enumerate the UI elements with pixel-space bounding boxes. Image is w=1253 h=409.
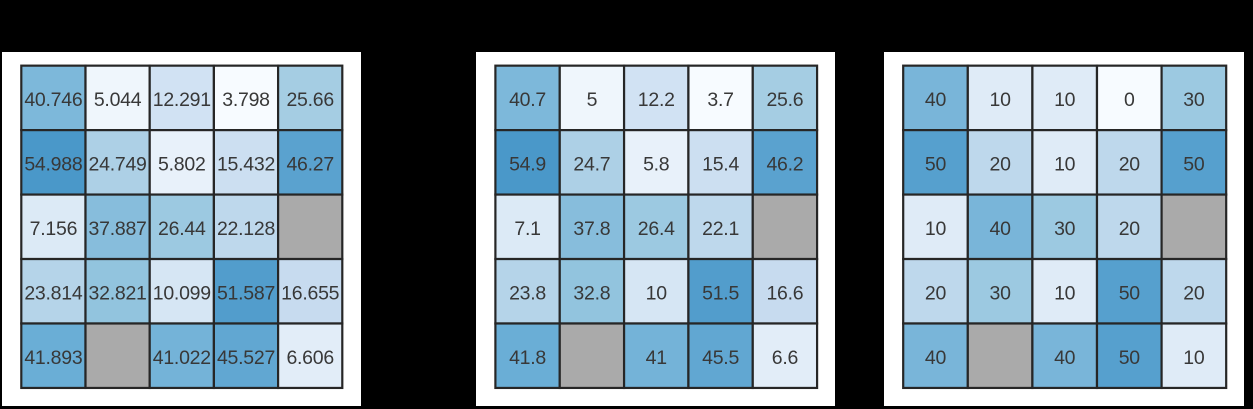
svg-text:20: 20	[1119, 154, 1141, 176]
svg-text:41.893: 41.893	[24, 347, 82, 369]
svg-text:46.27: 46.27	[286, 154, 334, 176]
svg-text:10: 10	[1054, 154, 1076, 176]
svg-text:7.1: 7.1	[514, 218, 540, 240]
svg-text:23.8: 23.8	[509, 283, 546, 305]
svg-text:54.988: 54.988	[24, 154, 82, 176]
svg-text:0: 0	[1124, 90, 1135, 112]
svg-text:40: 40	[925, 90, 947, 112]
svg-text:54.9: 54.9	[509, 154, 546, 176]
svg-text:24.7: 24.7	[573, 154, 610, 176]
svg-text:10.099: 10.099	[153, 283, 211, 305]
svg-text:46.2: 46.2	[766, 154, 803, 176]
svg-text:45.527: 45.527	[217, 347, 275, 369]
svg-text:41.8: 41.8	[509, 347, 546, 369]
svg-text:10: 10	[645, 283, 667, 305]
svg-text:37.887: 37.887	[89, 218, 147, 240]
svg-text:16.6: 16.6	[766, 283, 803, 305]
svg-text:10: 10	[1183, 347, 1205, 369]
svg-text:25.6: 25.6	[766, 90, 803, 112]
svg-text:22.128: 22.128	[217, 218, 275, 240]
svg-text:20: 20	[925, 283, 947, 305]
svg-text:41: 41	[645, 347, 666, 369]
svg-text:3.798: 3.798	[222, 90, 270, 112]
svg-text:5: 5	[586, 90, 597, 112]
svg-text:26.4: 26.4	[638, 218, 675, 240]
svg-text:12.291: 12.291	[153, 90, 211, 112]
svg-text:23.814: 23.814	[24, 283, 83, 305]
svg-text:50: 50	[1119, 347, 1141, 369]
svg-text:51.587: 51.587	[217, 283, 275, 305]
svg-text:32.821: 32.821	[89, 283, 147, 305]
svg-text:40.746: 40.746	[24, 90, 82, 112]
svg-text:10: 10	[1054, 283, 1076, 305]
svg-text:50: 50	[925, 154, 947, 176]
svg-text:25.66: 25.66	[286, 90, 334, 112]
svg-text:3.7: 3.7	[707, 90, 733, 112]
svg-text:41.022: 41.022	[153, 347, 211, 369]
svg-text:45.5: 45.5	[702, 347, 739, 369]
svg-text:10: 10	[1054, 90, 1076, 112]
svg-text:5.8: 5.8	[643, 154, 669, 176]
svg-text:6.6: 6.6	[772, 347, 798, 369]
svg-text:40.7: 40.7	[509, 90, 546, 112]
svg-text:50: 50	[1183, 154, 1205, 176]
svg-text:51.5: 51.5	[702, 283, 739, 305]
svg-text:37.8: 37.8	[573, 218, 610, 240]
svg-text:20: 20	[1119, 218, 1141, 240]
svg-text:16.655: 16.655	[281, 283, 340, 305]
svg-text:40: 40	[990, 218, 1012, 240]
svg-text:20: 20	[990, 154, 1012, 176]
svg-text:10: 10	[925, 218, 947, 240]
svg-text:15.432: 15.432	[217, 154, 275, 176]
svg-text:5.802: 5.802	[158, 154, 206, 176]
svg-text:12.2: 12.2	[638, 90, 675, 112]
svg-text:24.749: 24.749	[89, 154, 147, 176]
svg-text:22.1: 22.1	[702, 218, 739, 240]
svg-text:20: 20	[1183, 283, 1205, 305]
svg-text:7.156: 7.156	[30, 218, 78, 240]
svg-text:5.044: 5.044	[94, 90, 142, 112]
svg-text:50: 50	[1119, 283, 1141, 305]
svg-text:10: 10	[990, 90, 1012, 112]
svg-text:6.606: 6.606	[286, 347, 334, 369]
svg-text:40: 40	[1054, 347, 1076, 369]
svg-text:40: 40	[925, 347, 947, 369]
svg-text:26.44: 26.44	[158, 218, 206, 240]
svg-text:30: 30	[1183, 90, 1205, 112]
svg-text:15.4: 15.4	[702, 154, 739, 176]
svg-text:30: 30	[1054, 218, 1076, 240]
svg-text:32.8: 32.8	[573, 283, 610, 305]
svg-text:30: 30	[990, 283, 1012, 305]
